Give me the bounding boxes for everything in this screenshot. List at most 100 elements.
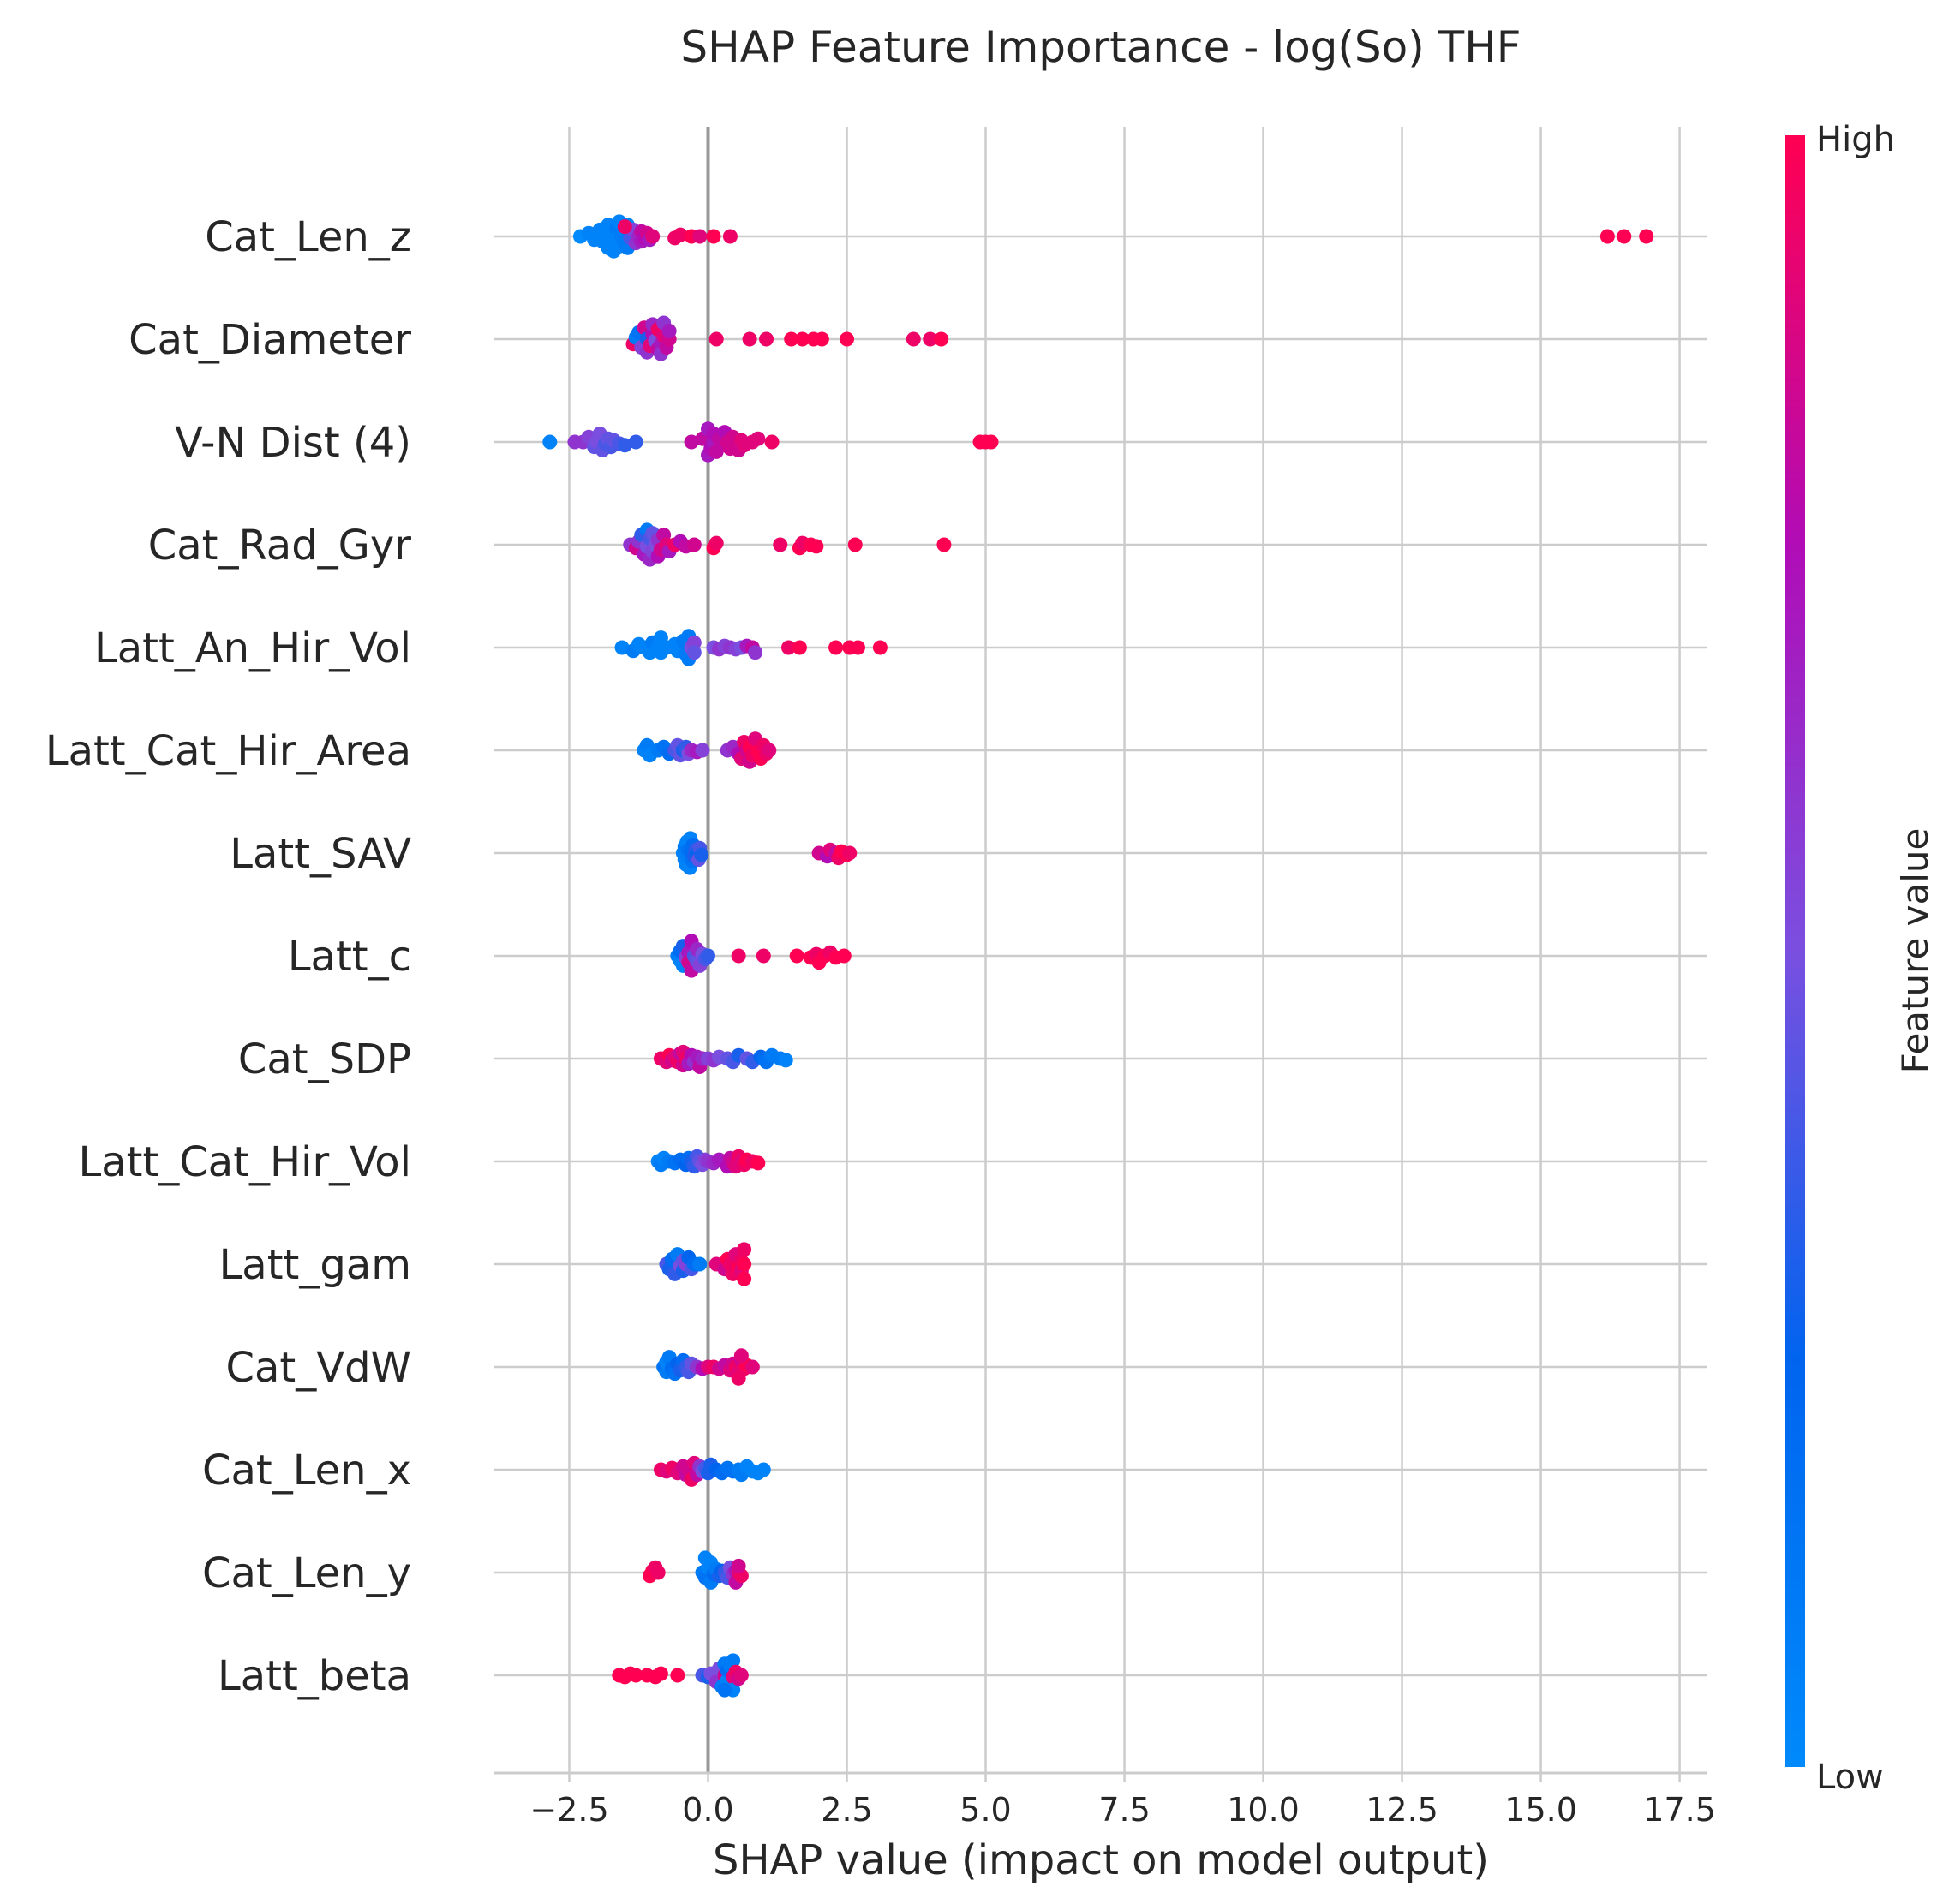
- feature-label: Latt_Cat_Hir_Area: [45, 727, 411, 775]
- shap-point: [756, 1462, 771, 1477]
- feature-label: Latt_An_Hir_Vol: [94, 624, 411, 672]
- shap-point: [731, 1370, 746, 1386]
- feature-label: Cat_Rad_Gyr: [148, 522, 412, 570]
- shap-point: [692, 1256, 708, 1272]
- feature-label: Latt_SAV: [230, 830, 411, 878]
- shap-point: [934, 331, 949, 347]
- shap-point: [733, 1668, 749, 1683]
- x-tick-label: 5.0: [960, 1791, 1011, 1829]
- shap-point: [814, 331, 829, 347]
- shap-point: [701, 948, 716, 964]
- feature-labels: Cat_Len_z Cat_Diameter V-N Dist (4) Cat_Rad…: [45, 213, 411, 1700]
- shap-point: [670, 1668, 685, 1683]
- feature-label: Cat_SDP: [238, 1036, 411, 1083]
- colorbar-high-label: High: [1816, 120, 1895, 159]
- x-tick-label: 17.5: [1643, 1791, 1716, 1829]
- feature-label: Latt_c: [288, 933, 411, 981]
- shap-point: [1617, 229, 1632, 244]
- shap-point: [850, 640, 865, 655]
- shap-point: [784, 331, 799, 347]
- colorbar-title: Feature value: [1894, 828, 1936, 1074]
- shap-point: [744, 1359, 760, 1375]
- shap-point: [692, 229, 708, 244]
- colorbar-low-label: Low: [1816, 1758, 1884, 1797]
- shap-point: [733, 1348, 749, 1364]
- x-tick-label: −2.5: [529, 1791, 608, 1829]
- chart-title: SHAP Feature Importance - log(So) THF: [680, 22, 1521, 72]
- shap-point: [842, 845, 858, 861]
- shap-point: [673, 227, 688, 242]
- shap-point: [722, 229, 738, 244]
- shap-point: [617, 438, 632, 453]
- shap-point: [731, 1558, 746, 1573]
- shap-point: [828, 640, 844, 655]
- shap-point: [717, 1682, 732, 1698]
- shap-point: [936, 537, 952, 552]
- shap-point: [697, 1550, 713, 1566]
- shap-point: [731, 948, 746, 964]
- shap-point: [726, 1653, 741, 1668]
- x-axis-label: SHAP value (impact on model output): [713, 1836, 1489, 1884]
- shap-point: [686, 645, 702, 660]
- shap-point: [840, 331, 855, 347]
- feature-label: Cat_Diameter: [129, 316, 411, 364]
- shap-point: [764, 434, 780, 450]
- shap-point: [653, 1666, 668, 1681]
- x-tick-label: 2.5: [821, 1791, 872, 1829]
- shap-point: [686, 537, 702, 552]
- shap-point: [645, 229, 661, 244]
- shap-point: [759, 331, 774, 347]
- shap-point: [661, 324, 677, 338]
- shap-point: [1639, 229, 1654, 244]
- shap-point: [847, 537, 863, 552]
- shap-point: [906, 331, 921, 347]
- shap-point: [983, 434, 999, 450]
- x-tick-label: 12.5: [1366, 1791, 1438, 1829]
- shap-point: [706, 229, 721, 244]
- shap-point: [737, 1271, 752, 1286]
- shap-point: [742, 331, 757, 347]
- shap-point: [614, 640, 630, 655]
- feature-label: Cat_Len_z: [205, 213, 411, 261]
- feature-label: Cat_VdW: [225, 1344, 411, 1392]
- shap-point: [694, 847, 709, 862]
- shap-point: [628, 434, 643, 450]
- x-tick-label: 15.0: [1504, 1791, 1577, 1829]
- shap-point: [809, 539, 824, 554]
- shap-point: [756, 948, 771, 964]
- shap-point: [748, 645, 763, 660]
- feature-label: Latt_Cat_Hir_Vol: [78, 1138, 411, 1186]
- shap-point: [750, 431, 766, 446]
- shap-point: [750, 1155, 766, 1171]
- feature-label: Cat_Len_x: [202, 1447, 411, 1495]
- shap-point: [1599, 229, 1615, 244]
- shap-point: [737, 1256, 752, 1272]
- shap-point: [780, 640, 796, 655]
- shap-point: [737, 1242, 752, 1257]
- shap-point: [708, 331, 724, 347]
- shap-point: [778, 1053, 793, 1068]
- shap-point: [789, 948, 804, 964]
- shap-point: [762, 743, 777, 758]
- shap-point: [923, 331, 938, 347]
- shap-point: [650, 1565, 666, 1580]
- points-layer: [542, 214, 1654, 1698]
- x-tick-labels: −2.5 0.0 2.5 5.0 7.5 10.0 12.5 15.0 17.5: [529, 1773, 1716, 1829]
- x-tick-label: 10.0: [1227, 1791, 1300, 1829]
- shap-point: [708, 535, 724, 551]
- shap-point: [773, 537, 788, 552]
- shap-point: [872, 640, 888, 655]
- shap-point: [628, 1668, 643, 1683]
- feature-label: V-N Dist (4): [175, 419, 411, 467]
- shap-point: [542, 434, 558, 450]
- feature-label: Latt_beta: [218, 1652, 411, 1700]
- x-tick-label: 0.0: [682, 1791, 733, 1829]
- shap-point: [695, 743, 710, 758]
- colorbar: [1785, 135, 1805, 1767]
- shap-point: [795, 331, 810, 347]
- feature-label: Cat_Len_y: [202, 1549, 411, 1597]
- shap-point: [617, 219, 632, 235]
- shap-point: [836, 948, 852, 964]
- shap-point: [684, 434, 699, 450]
